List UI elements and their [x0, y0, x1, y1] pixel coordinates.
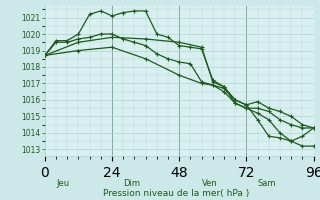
Text: Sam: Sam — [258, 179, 276, 188]
Text: Pression niveau de la mer( hPa ): Pression niveau de la mer( hPa ) — [103, 189, 249, 198]
Text: Dim: Dim — [123, 179, 140, 188]
Text: Jeu: Jeu — [56, 179, 69, 188]
Text: Ven: Ven — [202, 179, 217, 188]
